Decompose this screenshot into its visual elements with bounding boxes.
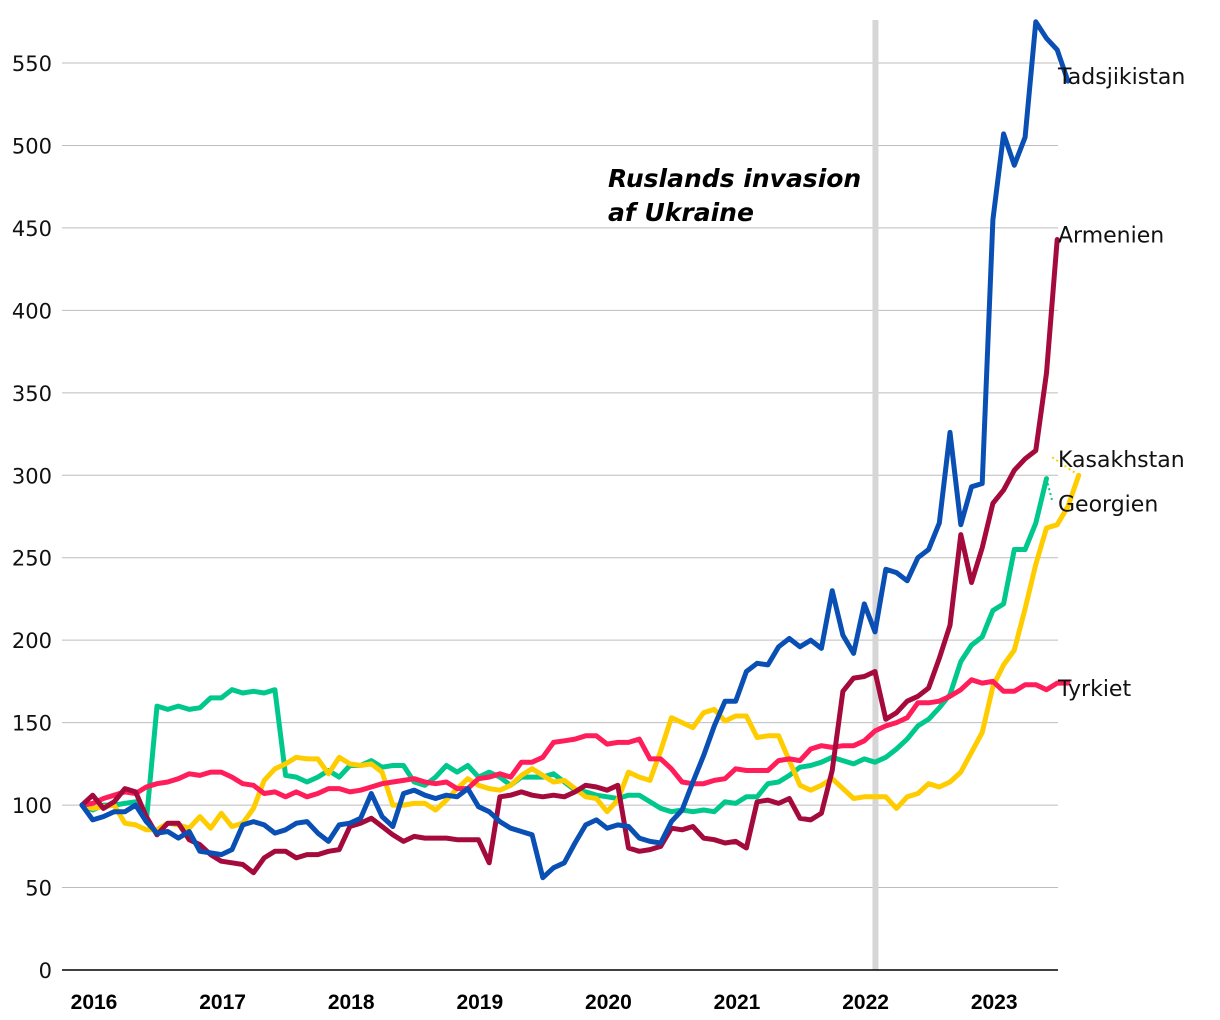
series-label-armenien: Armenien [1058,224,1164,249]
gridlines [62,62,1058,889]
series-line-armenien [79,237,1060,876]
series-lines [79,19,1082,881]
leader-georgien [1045,478,1053,501]
y-tick-label: 0 [39,959,52,983]
series-line-kasakhstan [79,472,1082,833]
series-line-georgien [79,476,1049,825]
y-tick-label: 400 [12,299,52,323]
y-tick-label: 500 [12,134,52,158]
x-tick-label: 2021 [714,991,761,1014]
series-label-georgien: Georgien [1058,492,1158,517]
series-labels: Tadsjikistan Armenien Kasakhstan Georgien Ty… [1057,65,1185,702]
y-tick-label: 50 [25,877,52,901]
series-label-tadsjikistan: Tadsjikistan [1057,65,1185,90]
x-tick-label: 2023 [971,991,1018,1014]
y-tick-label: 100 [12,794,52,818]
invasion-annotation-line1: Ruslands invasion [608,164,861,193]
y-tick-label: 300 [12,464,52,488]
x-tick-label: 2016 [71,991,118,1014]
y-tick-label: 200 [12,629,52,653]
y-tick-label: 250 [12,547,52,571]
invasion-marker-band [872,20,879,970]
series-label-tyrkiet: Tyrkiet [1057,677,1131,702]
invasion-annotation-line2: af Ukraine [608,198,754,227]
y-tick-label: 450 [12,217,52,241]
x-tick-label: 2018 [328,991,375,1014]
y-tick-label: 550 [12,52,52,76]
series-line-tyrkiet [79,677,1071,808]
label-leader-lines [1045,456,1080,501]
x-tick-label: 2020 [585,991,632,1014]
y-tick-label: 150 [12,712,52,736]
x-axis-tick-labels: 2016 2017 2018 2019 2020 2021 2022 2023 [71,991,1018,1014]
y-tick-label: 350 [12,382,52,406]
x-tick-label: 2019 [456,991,503,1014]
series-label-kasakhstan: Kasakhstan [1058,448,1185,473]
x-tick-label: 2022 [842,991,889,1014]
leader-kasakhstan [1051,456,1080,477]
y-axis-tick-labels: 0 50 100 150 200 250 300 350 400 450 500 550 [12,52,52,983]
x-tick-label: 2017 [199,991,246,1014]
series-line-tadsjikistan [79,19,1071,881]
